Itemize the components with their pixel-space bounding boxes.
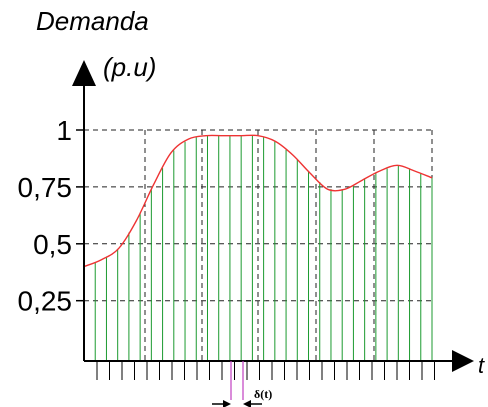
demand-curve xyxy=(83,134,433,268)
x-axis-label: t xyxy=(478,353,485,378)
demand-curve-line xyxy=(83,134,433,268)
sample-lines xyxy=(83,135,433,361)
interval-arrow-left-head xyxy=(223,400,231,407)
x-ticks xyxy=(96,361,435,380)
interval-annotation: δ(t) xyxy=(254,387,272,401)
interval-marker xyxy=(212,361,262,407)
y-tick-label: 1 xyxy=(56,115,72,146)
y-tick-labels: 1 0,75 0,5 0,25 xyxy=(18,115,73,317)
y-tick-label: 0,75 xyxy=(18,172,73,203)
y-axis-unit-label: (p.u) xyxy=(103,52,156,82)
y-tick-label: 0,25 xyxy=(18,286,73,317)
interval-arrow-right-head xyxy=(243,400,251,407)
y-tick-label: 0,5 xyxy=(33,229,72,260)
y-axis-label: Demanda xyxy=(36,6,149,36)
y-ticks xyxy=(76,129,84,302)
x-axis-arrow xyxy=(452,350,474,372)
grid xyxy=(84,129,433,361)
y-axis-arrow xyxy=(72,60,96,86)
axes xyxy=(72,60,474,372)
